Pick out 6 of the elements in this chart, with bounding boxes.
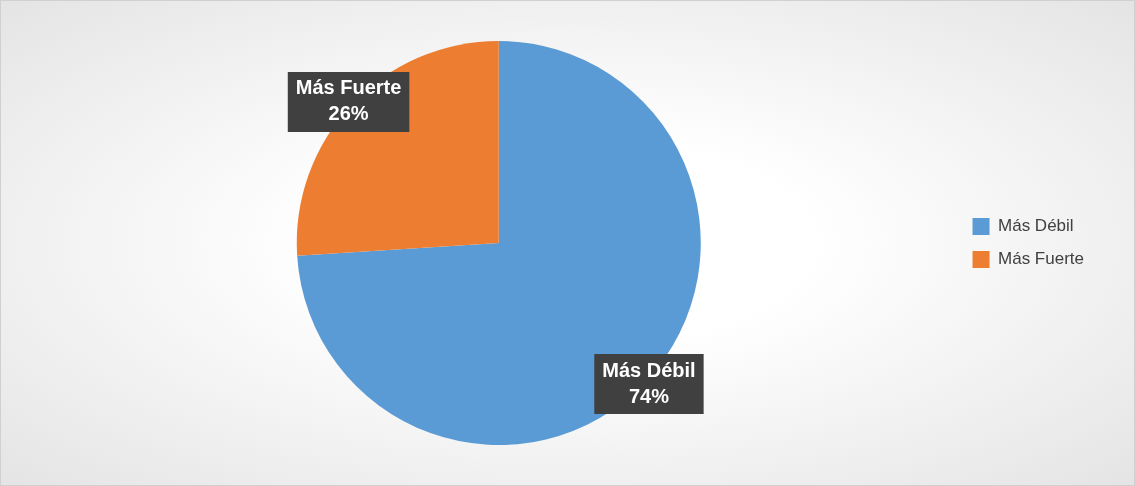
legend-label: Más Débil (998, 216, 1074, 236)
data-label: 26% (328, 102, 369, 125)
legend-label: Más Fuerte (998, 249, 1085, 269)
slice-label: Más Fuerte (295, 76, 402, 99)
slice-label: Más Débil (602, 358, 696, 381)
data-label: 74% (628, 384, 670, 407)
